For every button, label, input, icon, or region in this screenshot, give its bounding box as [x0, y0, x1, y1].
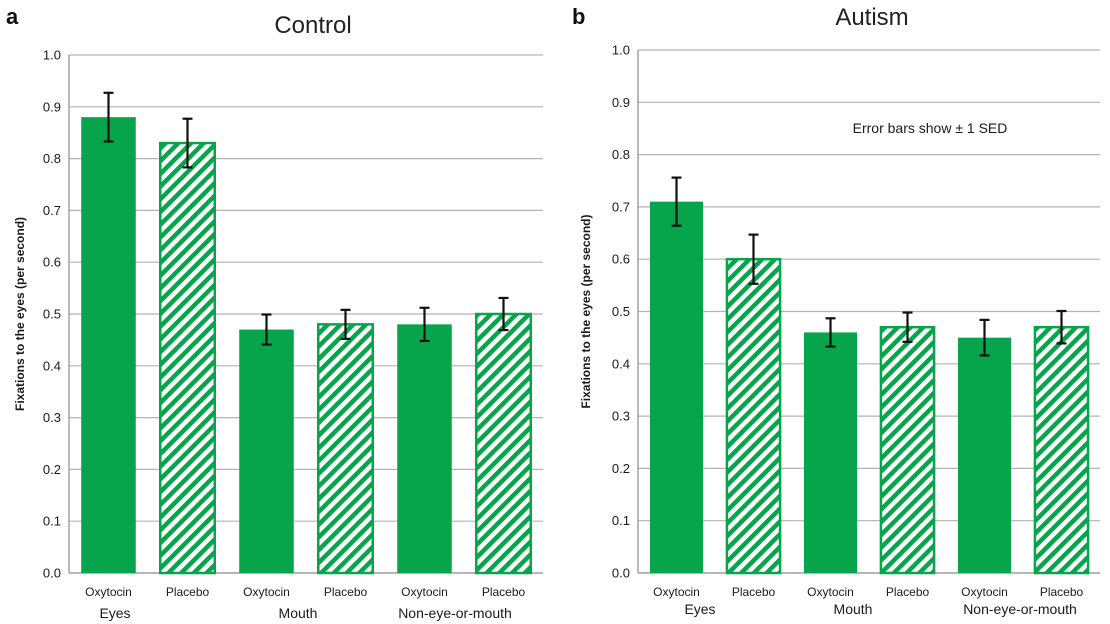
y-tick-label: 0.5: [43, 307, 61, 322]
y-tick-label: 0.2: [612, 461, 630, 476]
group-label: Non-eye-or-mouth: [963, 601, 1077, 617]
x-tick-label: Oxytocin: [85, 585, 132, 599]
bar-placebo: [474, 312, 533, 575]
x-tick-label: Placebo: [482, 585, 526, 599]
x-tick-label: Oxytocin: [961, 585, 1008, 599]
bar-oxytocin: [803, 332, 858, 573]
bar-placebo: [316, 323, 375, 575]
bar-oxytocin: [81, 117, 136, 573]
chart-title: Autism: [835, 4, 908, 31]
y-tick-label: 0.0: [612, 566, 630, 581]
y-tick-label: 0.5: [612, 304, 630, 319]
group-label: Eyes: [99, 605, 130, 621]
x-tick-label: Oxytocin: [653, 585, 700, 599]
panel-letter: a: [6, 4, 19, 29]
chart-panel-control: a Control 0.0 0.1 0.2 0.3 0.4 0.5 0.6 0.7 0.8 0.9 1.…: [6, 4, 543, 621]
bar-placebo: [1033, 325, 1090, 575]
y-tick-label: 1.0: [43, 48, 61, 63]
bar-oxytocin: [397, 324, 452, 573]
x-tick-label: Oxytocin: [807, 585, 854, 599]
y-tick-label: 0.6: [612, 252, 630, 267]
bar-oxytocin: [649, 201, 704, 574]
group-label: Mouth: [834, 601, 873, 617]
x-tick-label: Placebo: [732, 585, 776, 599]
y-tick-label: 0.8: [612, 147, 630, 162]
x-tick-label: Placebo: [324, 585, 368, 599]
x-tick-label: Oxytocin: [243, 585, 290, 599]
y-tick-label: 0.8: [43, 151, 61, 166]
y-tick-label: 0.1: [43, 514, 61, 529]
y-axis-label: Fixations to the eyes (per second): [579, 214, 593, 408]
bar-placebo: [158, 141, 217, 575]
chart-panel-autism: b Autism 0.0 0.1 0.2 0.3 0.4 0.5 0.6 0.7 0.8 0.9 1.0…: [572, 4, 1100, 617]
y-tick-label: 0.1: [612, 513, 630, 528]
y-tick-label: 0.3: [43, 410, 61, 425]
x-tick-label: Placebo: [166, 585, 210, 599]
y-tick-label: 0.4: [43, 358, 61, 373]
y-tick-label: 0.3: [612, 409, 630, 424]
group-label: Non-eye-or-mouth: [398, 605, 512, 621]
y-tick-label: 0.9: [612, 95, 630, 110]
y-tick-label: 0.0: [43, 566, 61, 581]
y-tick-label: 1.0: [612, 43, 630, 58]
y-tick-label: 0.6: [43, 255, 61, 270]
bar-oxytocin: [957, 337, 1012, 573]
group-label: Eyes: [684, 601, 715, 617]
bar-oxytocin: [239, 329, 294, 573]
y-axis-label: Fixations to the eyes (per second): [13, 217, 27, 411]
x-tick-label: Oxytocin: [401, 585, 448, 599]
panel-letter: b: [572, 4, 585, 29]
x-tick-label: Placebo: [1040, 585, 1084, 599]
bar-placebo: [879, 325, 936, 575]
y-tick-label: 0.9: [43, 99, 61, 114]
y-tick-label: 0.7: [612, 199, 630, 214]
y-tick-label: 0.4: [612, 356, 630, 371]
y-tick-label: 0.2: [43, 462, 61, 477]
chart-title: Control: [274, 12, 351, 39]
bar-placebo: [725, 257, 782, 575]
x-tick-label: Placebo: [886, 585, 930, 599]
y-tick-label: 0.7: [43, 203, 61, 218]
error-bar-note: Error bars show ± 1 SED: [853, 120, 1008, 136]
group-label: Mouth: [279, 605, 318, 621]
